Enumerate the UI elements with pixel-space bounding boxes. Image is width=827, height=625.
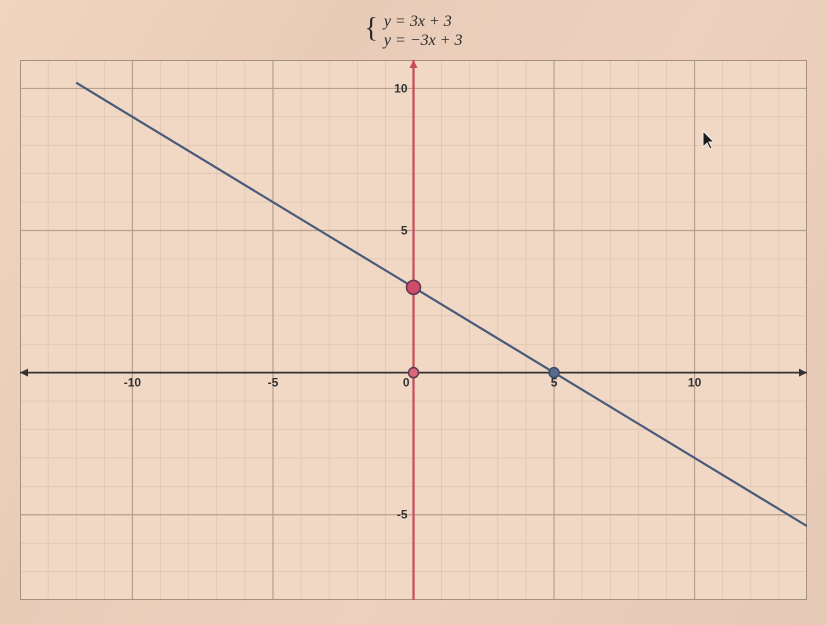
brace-glyph: { [364, 13, 377, 45]
equation-1: y = 3x + 3 [384, 13, 452, 30]
svg-text:5: 5 [401, 224, 408, 238]
svg-text:-10: -10 [124, 376, 142, 390]
svg-text:10: 10 [688, 376, 702, 390]
svg-text:10: 10 [394, 81, 408, 95]
svg-text:5: 5 [551, 376, 558, 390]
equation-2: y = −3x + 3 [384, 32, 463, 49]
system-equations: { y = 3x + 3 y = −3x + 3 [364, 12, 462, 50]
svg-text:0: 0 [403, 376, 410, 390]
svg-text:-5: -5 [268, 376, 279, 390]
graph-svg: -10 -5 0 5 10 -5 5 10 [20, 60, 807, 600]
svg-text:-5: -5 [397, 508, 408, 522]
coordinate-graph[interactable]: -10 -5 0 5 10 -5 5 10 [20, 60, 807, 600]
